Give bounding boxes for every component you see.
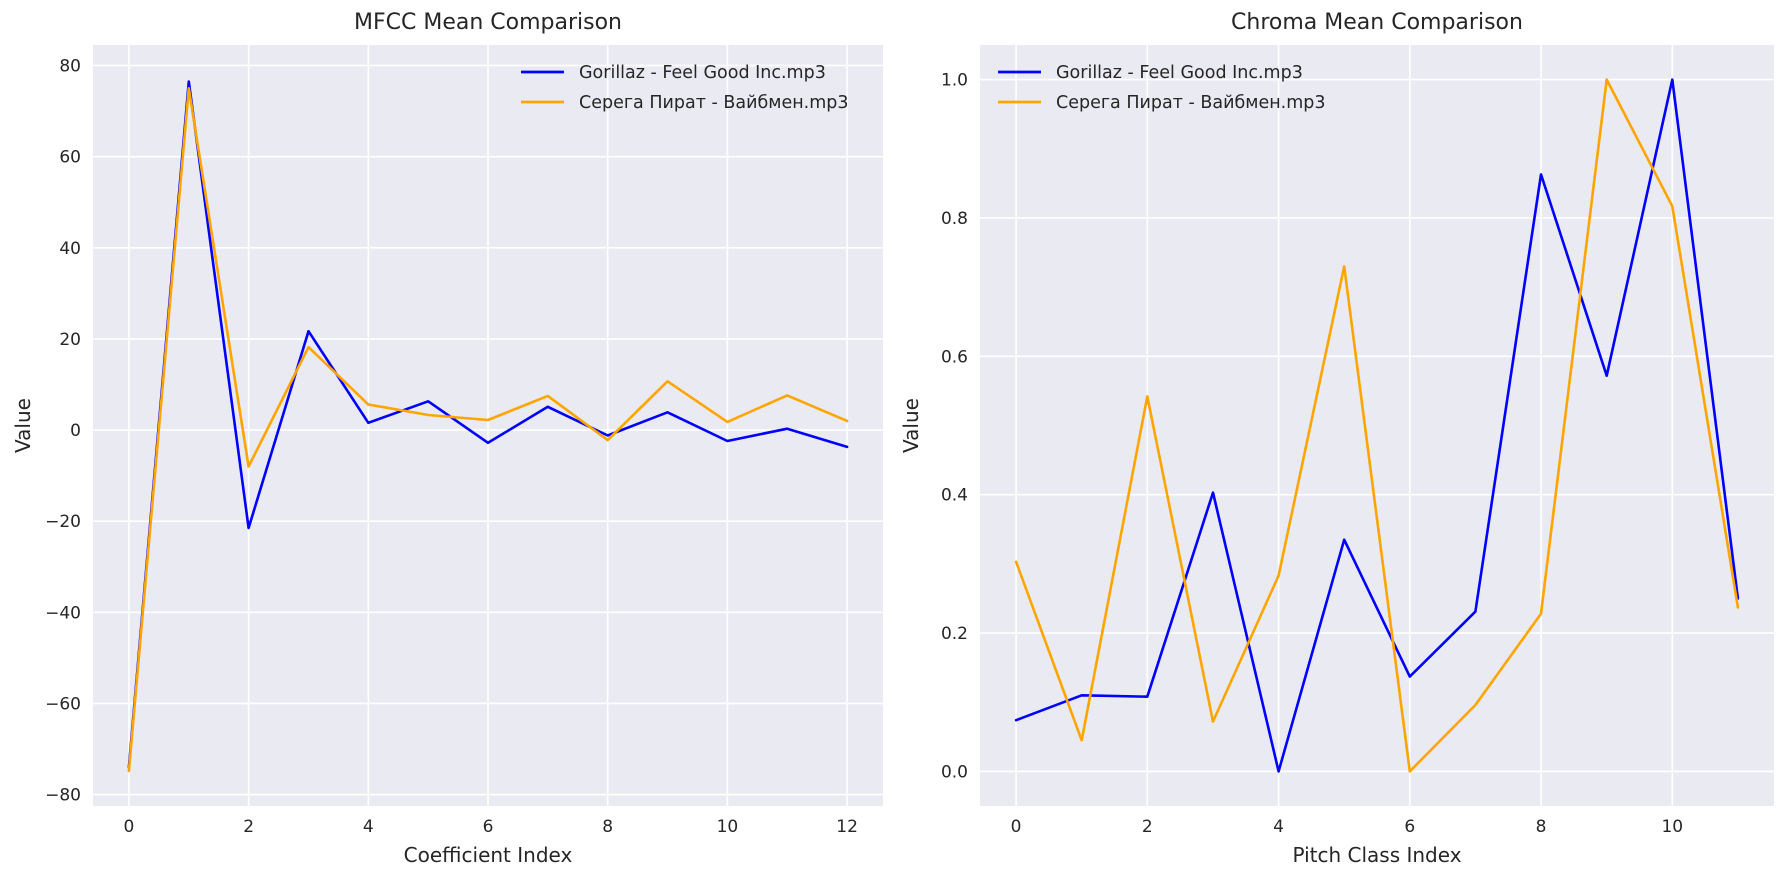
- chroma-y-tick-label: 0.6: [941, 347, 968, 367]
- mfcc-y-ticks: −80 −60 −40 −20 0 20 40 60 80: [45, 57, 81, 806]
- mfcc-y-tick-label: −60: [45, 694, 81, 714]
- chroma-plot-area: [980, 45, 1774, 806]
- chroma-legend-gorillaz-label: Gorillaz - Feel Good Inc.mp3: [1056, 63, 1303, 83]
- chroma-legend: Gorillaz - Feel Good Inc.mp3 Серега Пира…: [998, 63, 1326, 113]
- chroma-y-tick-label: 0.2: [941, 624, 968, 644]
- mfcc-x-tick-label: 8: [602, 817, 613, 837]
- mfcc-x-tick-label: 2: [243, 817, 254, 837]
- mfcc-y-tick-label: −80: [45, 786, 81, 806]
- mfcc-legend-serega-label: Серега Пират - Вайбмен.mp3: [579, 93, 849, 113]
- mfcc-y-tick-label: −40: [45, 603, 81, 623]
- mfcc-y-tick-label: 40: [59, 239, 81, 259]
- chroma-y-ticks: 0.0 0.2 0.4 0.6 0.8 1.0: [941, 71, 968, 783]
- mfcc-y-tick-label: 20: [59, 330, 81, 350]
- chroma-y-tick-label: 1.0: [941, 71, 968, 91]
- mfcc-chart: 0 2 4 6 8 10 12 −80 −60 −40 −20 0 20 40 60 80 MFCC Mea…: [11, 10, 883, 867]
- chroma-y-tick-label: 0.8: [941, 209, 968, 229]
- mfcc-series-line-mp3: [127, 87, 849, 773]
- mfcc-legend: Gorillaz - Feel Good Inc.mp3 Серега Пира…: [521, 63, 849, 113]
- chroma-series-line-mp3: [1014, 78, 1740, 773]
- chroma-legend-serega-label: Серега Пират - Вайбмен.mp3: [1056, 93, 1326, 113]
- chroma-y-axis-label: Value: [899, 398, 923, 453]
- mfcc-y-tick-label: 0: [70, 421, 81, 441]
- mfcc-series-group: [127, 80, 849, 773]
- chroma-x-tick-label: 6: [1404, 817, 1415, 837]
- mfcc-grid: [93, 45, 883, 806]
- chroma-x-ticks: 0 2 4 6 8 10: [1011, 817, 1683, 837]
- chroma-x-tick-label: 10: [1661, 817, 1683, 837]
- mfcc-x-tick-label: 10: [717, 817, 739, 837]
- mfcc-x-tick-label: 0: [123, 817, 134, 837]
- chroma-x-tick-label: 0: [1011, 817, 1022, 837]
- mfcc-chart-title: MFCC Mean Comparison: [354, 10, 622, 35]
- mfcc-x-tick-label: 6: [483, 817, 494, 837]
- mfcc-y-tick-label: 60: [59, 148, 81, 168]
- mfcc-x-axis-label: Coefficient Index: [404, 843, 573, 867]
- mfcc-x-tick-label: 4: [363, 817, 374, 837]
- mfcc-y-tick-label: −20: [45, 512, 81, 532]
- mfcc-y-axis-label: Value: [11, 398, 35, 453]
- chroma-chart: 0 2 4 6 8 10 0.0 0.2 0.4 0.6 0.8 1.0 Chroma Mean C…: [899, 10, 1774, 867]
- chroma-x-tick-label: 2: [1142, 817, 1153, 837]
- chroma-y-tick-label: 0.0: [941, 762, 968, 782]
- mfcc-x-ticks: 0 2 4 6 8 10 12: [123, 817, 857, 837]
- mfcc-y-tick-label: 80: [59, 57, 81, 77]
- mfcc-x-tick-label: 12: [836, 817, 858, 837]
- mfcc-legend-gorillaz-label: Gorillaz - Feel Good Inc.mp3: [579, 63, 826, 83]
- chroma-chart-title: Chroma Mean Comparison: [1231, 10, 1523, 35]
- chroma-x-tick-label: 8: [1536, 817, 1547, 837]
- chroma-series-group: [1014, 78, 1740, 773]
- chroma-y-tick-label: 0.4: [941, 486, 968, 506]
- chroma-x-tick-label: 4: [1273, 817, 1284, 837]
- chroma-series-line-gorillaz-feel-good-inc-mp3: [1014, 78, 1740, 773]
- chroma-x-axis-label: Pitch Class Index: [1292, 843, 1461, 867]
